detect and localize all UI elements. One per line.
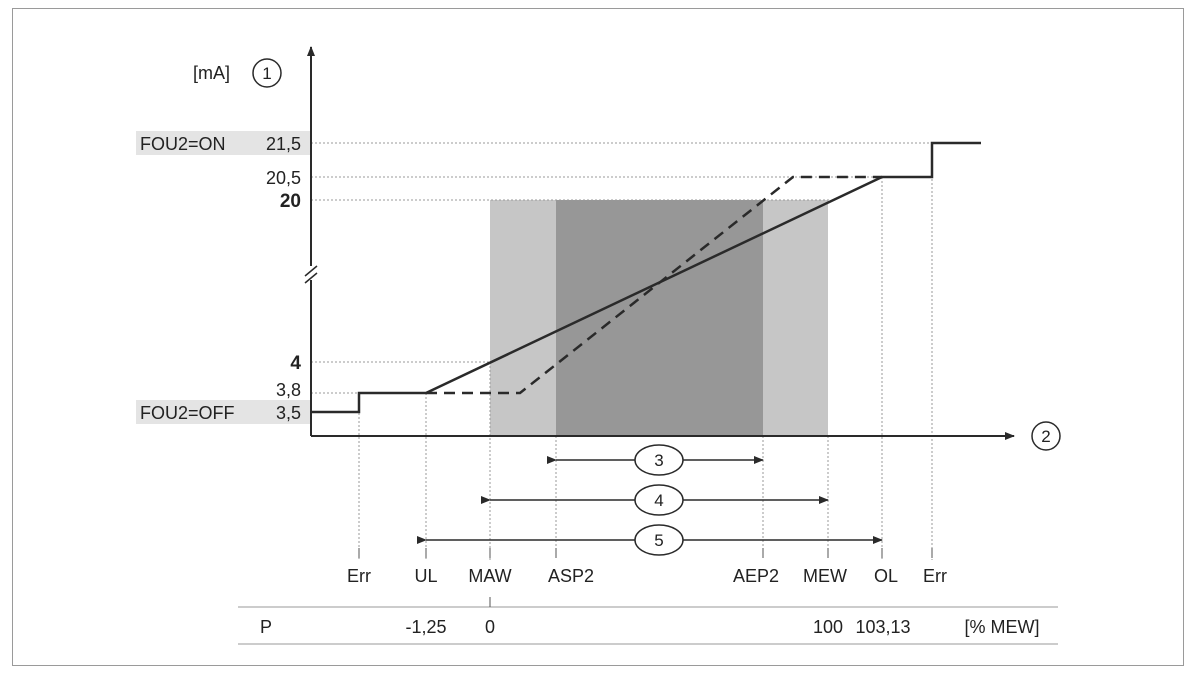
x-axis-marker: 2 [1031, 421, 1061, 451]
x-label-err-left: Err [347, 566, 371, 586]
p-row-ul-value: -1,25 [405, 617, 446, 637]
y-axis-marker: 1 [252, 58, 282, 88]
x-label-err-right: Err [923, 566, 947, 586]
output-characteristic-solid [311, 141, 981, 414]
fou-off-label: FOU2=OFF [140, 403, 235, 423]
y-axis-unit: [mA] [193, 63, 230, 83]
x-label-ol: OL [874, 566, 898, 586]
p-row-maw-value: 0 [485, 617, 495, 637]
range-3-label: 3 [654, 451, 663, 470]
axis-break-mark [304, 265, 318, 284]
y-tick-21-5: 21,5 [266, 134, 301, 154]
p-row-mew-value: 100 [813, 617, 843, 637]
fou-on-label: FOU2=ON [140, 134, 226, 154]
range-5-marker: 5 [634, 524, 684, 556]
x-label-mew: MEW [803, 566, 847, 586]
range-3-marker: 3 [634, 444, 684, 476]
y-tick-4: 4 [290, 353, 301, 374]
y-tick-3-8: 3,8 [276, 380, 301, 400]
range-4-marker: 4 [634, 484, 684, 516]
range-4-label: 4 [654, 491, 663, 510]
output-characteristic-dashed [426, 175, 882, 395]
x-label-ul: UL [414, 566, 437, 586]
x-label-asp2: ASP2 [548, 566, 594, 586]
y-tick-3-5: 3,5 [276, 403, 301, 423]
x-axis-marker-label: 2 [1041, 427, 1050, 446]
y-tick-20-5: 20,5 [266, 168, 301, 188]
y-axis-marker-label: 1 [262, 64, 271, 83]
p-row-ol-value: 103,13 [855, 617, 910, 637]
label-ticks [358, 548, 933, 558]
y-tick-20: 20 [280, 191, 301, 212]
p-row-label: P [260, 617, 272, 637]
x-label-maw: MAW [468, 566, 511, 586]
fou-off-background [136, 400, 311, 424]
range-5-label: 5 [654, 531, 663, 550]
range-asp2-aep2-band [556, 200, 763, 436]
p-row-unit: [% MEW] [965, 617, 1040, 637]
x-label-aep2: AEP2 [733, 566, 779, 586]
fou-on-background [136, 131, 311, 155]
